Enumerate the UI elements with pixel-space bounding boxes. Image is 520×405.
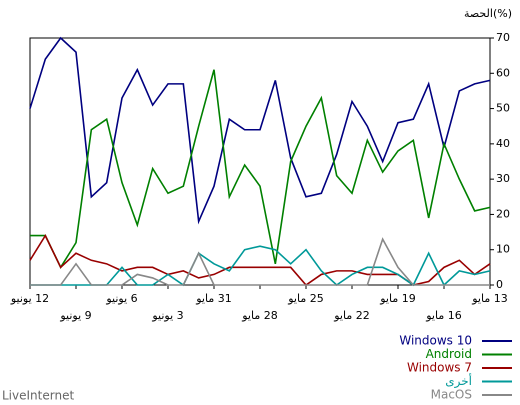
y-tick-label: 50 (496, 102, 510, 115)
y-tick-label: 30 (496, 172, 510, 185)
x-tick-label: 19 مايو (379, 292, 415, 305)
legend-label: Windows 10 (399, 334, 472, 348)
series-line (30, 69, 491, 270)
series-line (30, 237, 490, 286)
source: LiveInternet (2, 389, 74, 403)
x-tick-label: 25 مايو (287, 292, 323, 305)
legend-label: Windows 7 (407, 361, 472, 375)
plot-frame (29, 37, 491, 286)
y-tick-label: 60 (496, 66, 510, 79)
x-tick-label: 6 يونيو (105, 292, 137, 305)
series-line (30, 245, 491, 287)
series-line (29, 233, 491, 287)
x-tick-label: 9 يونيو (59, 309, 91, 322)
chart-title: الحصة(%) (464, 7, 512, 20)
series-line (29, 36, 491, 225)
y-tick-label: 20 (496, 207, 510, 220)
legend-label: MacOS (431, 388, 472, 402)
x-tick-label: 3 يونيو (151, 309, 183, 322)
y-tick-label: 70 (496, 31, 510, 44)
x-tick-label: 31 مايو (195, 292, 231, 305)
x-tick-label: 22 مايو (333, 309, 369, 322)
x-tick-label: 12 يونيو (10, 292, 49, 305)
x-tick-label: 13 مايو (471, 292, 507, 305)
x-tick-label: 28 مايو (241, 309, 277, 322)
legend-label: Android (426, 347, 472, 361)
legend-label: أخرى (445, 373, 472, 389)
y-tick-label: 0 (496, 278, 503, 291)
y-tick-label: 10 (496, 243, 510, 256)
x-tick-label: 16 مايو (425, 309, 461, 322)
y-tick-label: 40 (496, 137, 510, 150)
